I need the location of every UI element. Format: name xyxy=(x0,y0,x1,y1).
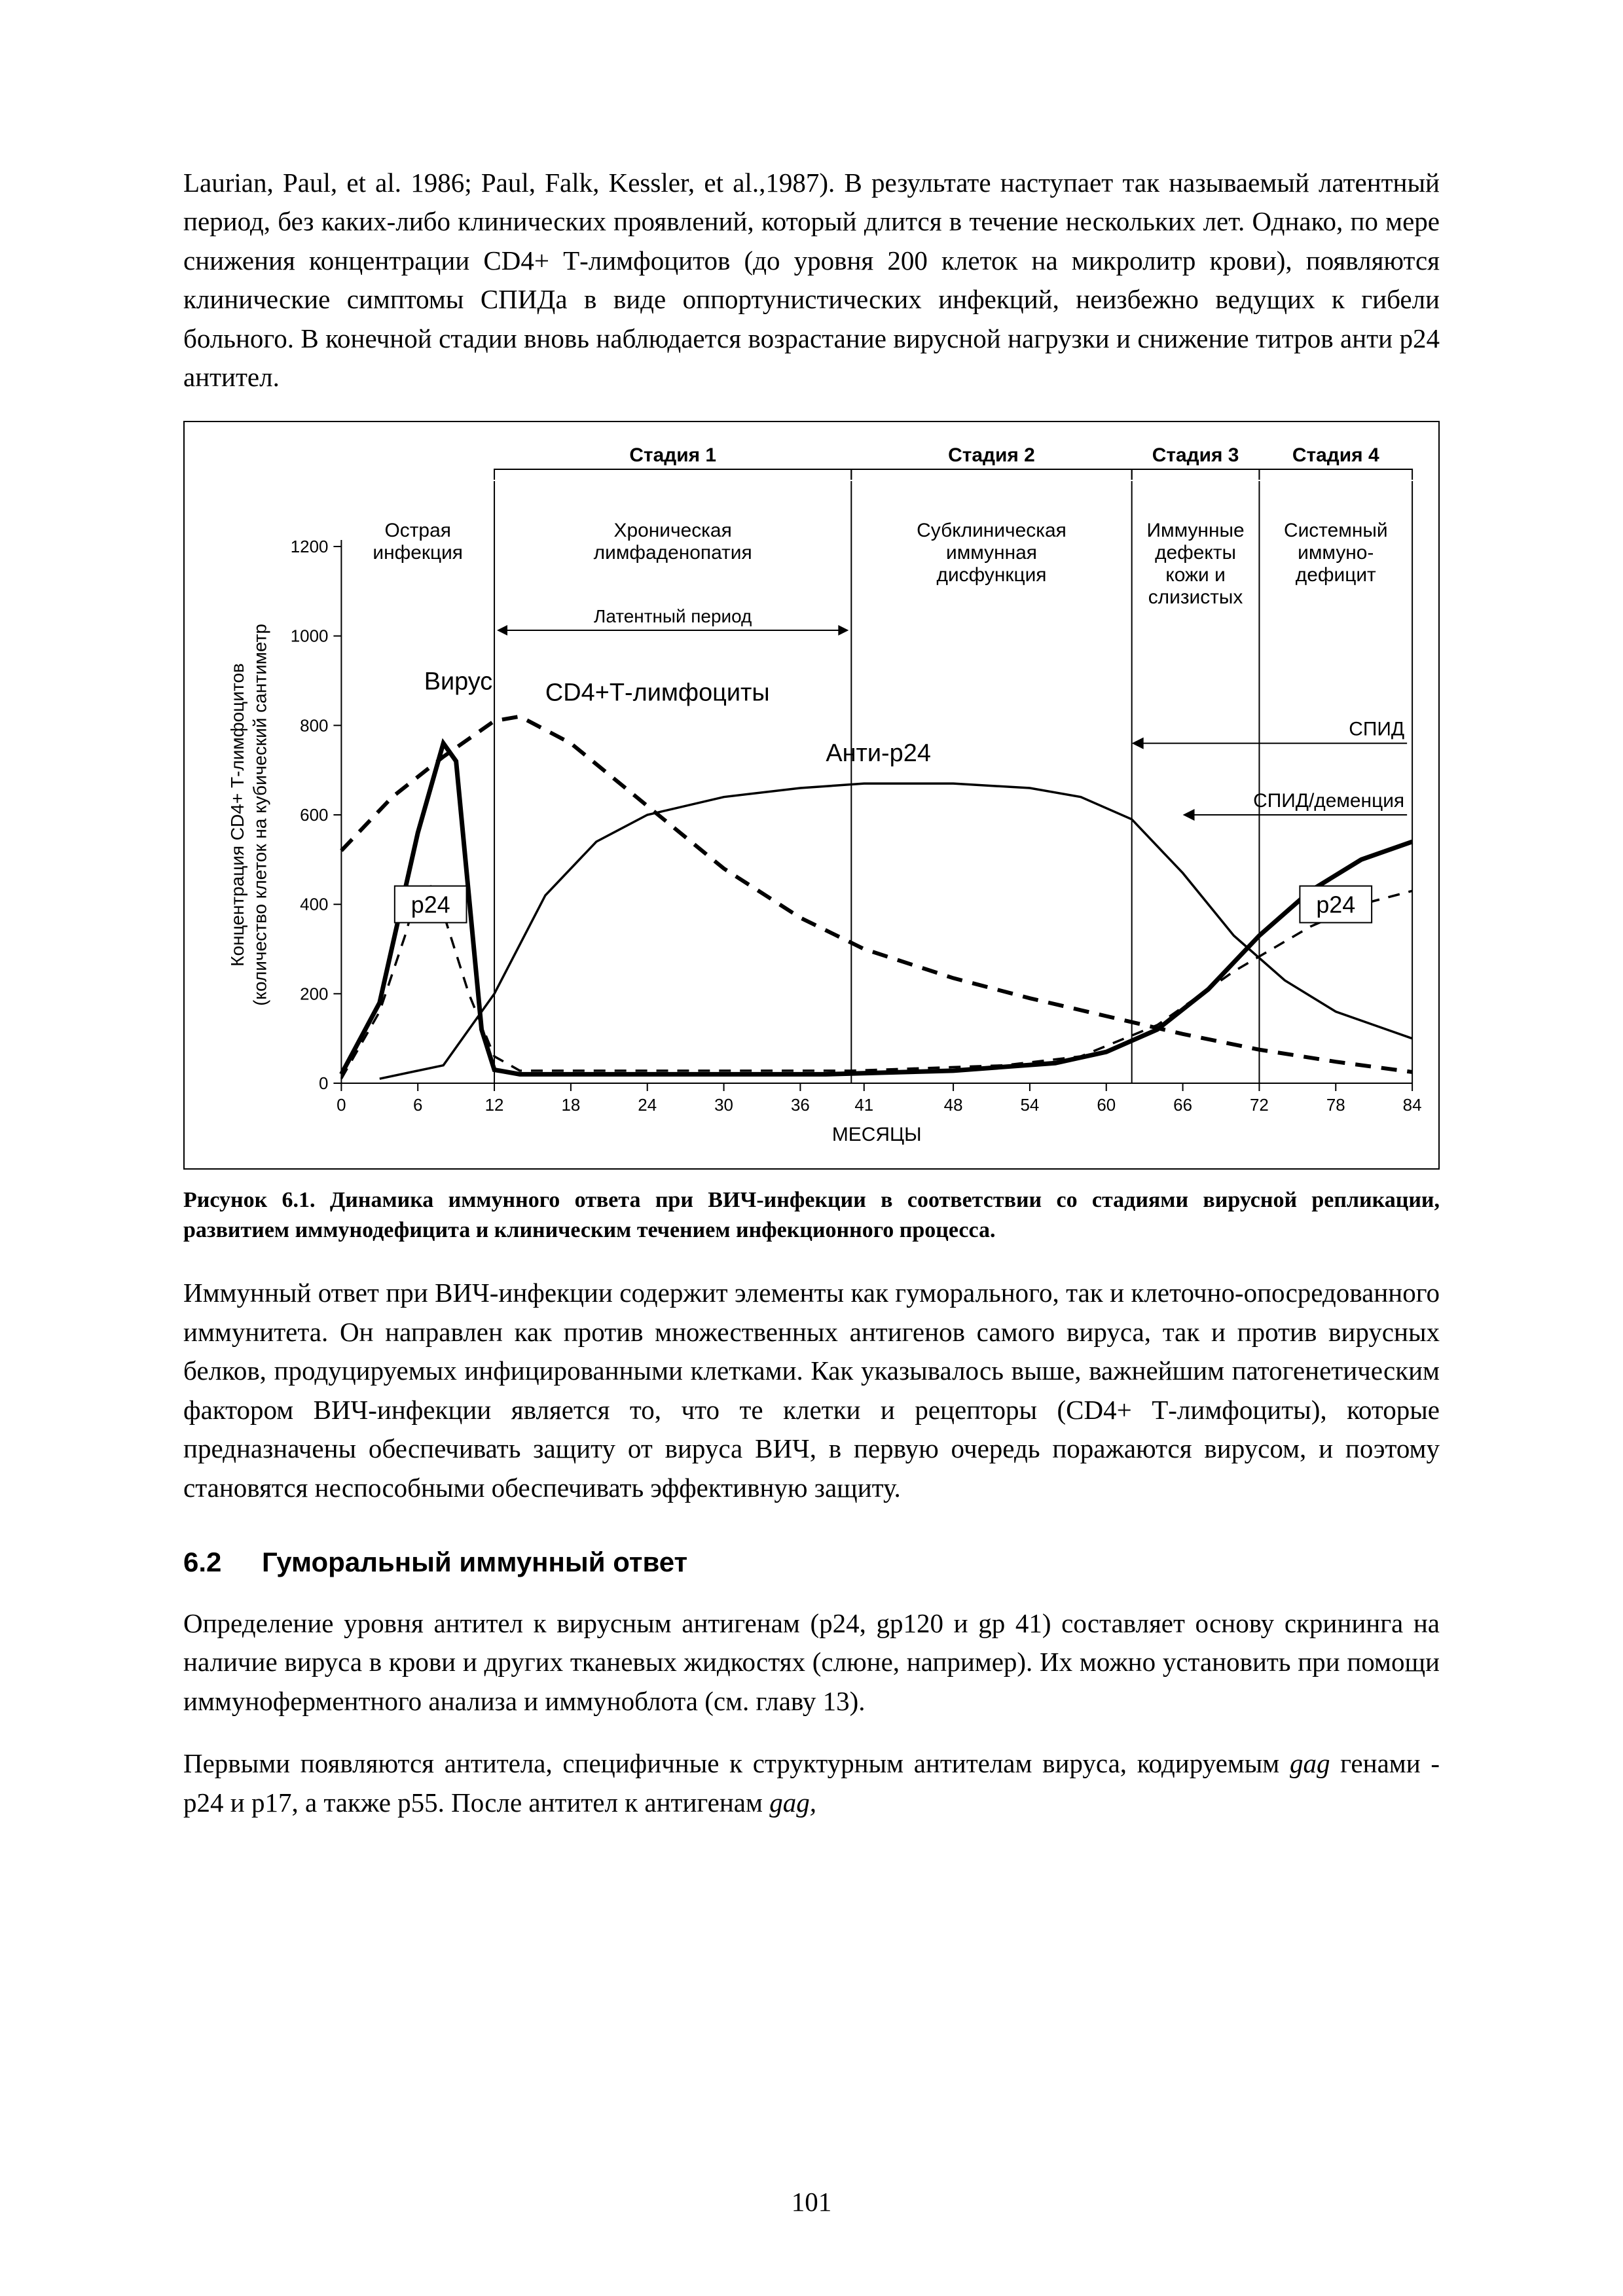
svg-text:Стадия 1: Стадия 1 xyxy=(629,444,716,466)
svg-text:дефекты: дефекты xyxy=(1155,542,1236,564)
page-number: 101 xyxy=(0,2186,1623,2217)
figure-caption: Рисунок 6.1. Динамика иммунного ответа п… xyxy=(183,1185,1440,1246)
svg-text:СПИД/деменция: СПИД/деменция xyxy=(1253,790,1404,812)
svg-text:слизистых: слизистых xyxy=(1148,586,1243,608)
section-6-2-p1: Определение уровня антител к вирусным ан… xyxy=(183,1604,1440,1721)
svg-text:30: 30 xyxy=(714,1095,733,1115)
svg-text:дефицит: дефицит xyxy=(1296,564,1376,586)
svg-text:66: 66 xyxy=(1173,1095,1192,1115)
svg-text:Стадия 3: Стадия 3 xyxy=(1152,444,1239,466)
svg-text:Анти-p24: Анти-p24 xyxy=(826,740,931,767)
svg-text:24: 24 xyxy=(638,1095,657,1115)
svg-text:лимфаденопатия: лимфаденопатия xyxy=(594,542,752,564)
svg-text:72: 72 xyxy=(1250,1095,1269,1115)
svg-text:60: 60 xyxy=(1097,1095,1116,1115)
svg-text:600: 600 xyxy=(300,805,328,825)
svg-text:иммунная: иммунная xyxy=(946,542,1037,564)
svg-text:МЕСЯЦЫ: МЕСЯЦЫ xyxy=(832,1124,922,1145)
svg-text:0: 0 xyxy=(337,1095,346,1115)
svg-text:p24: p24 xyxy=(1316,891,1355,918)
svg-text:p24: p24 xyxy=(411,891,450,918)
svg-text:Латентный период: Латентный период xyxy=(594,606,752,626)
svg-text:12: 12 xyxy=(485,1095,504,1115)
svg-text:1000: 1000 xyxy=(291,626,329,645)
svg-text:Системный: Системный xyxy=(1284,520,1388,541)
section-6-2-p2: Первыми появляются антитела, специфичные… xyxy=(183,1744,1440,1822)
svg-text:84: 84 xyxy=(1403,1095,1422,1115)
svg-text:Хроническая: Хроническая xyxy=(614,520,732,541)
svg-text:200: 200 xyxy=(300,984,328,1003)
svg-text:Иммунные: Иммунные xyxy=(1147,520,1245,541)
svg-text:дисфункция: дисфункция xyxy=(936,564,1046,586)
svg-text:Субклиническая: Субклиническая xyxy=(917,520,1067,541)
svg-text:18: 18 xyxy=(561,1095,580,1115)
svg-text:Концентрация CD4+ Т-лимфоцитов: Концентрация CD4+ Т-лимфоцитов xyxy=(227,663,247,967)
svg-text:36: 36 xyxy=(791,1095,810,1115)
svg-text:0: 0 xyxy=(319,1073,328,1093)
svg-text:1200: 1200 xyxy=(291,537,329,556)
p2-part-a: Первыми появляются антитела, специфичные… xyxy=(183,1748,1290,1778)
figure-6-1: 0 200 400 600 800 1000 1200 0 6 12 18 24 30 36 41 48 54 6… xyxy=(183,421,1440,1170)
svg-text:Стадия 2: Стадия 2 xyxy=(948,444,1035,466)
svg-text:800: 800 xyxy=(300,715,328,735)
svg-text:инфекция: инфекция xyxy=(373,542,463,564)
p2-gag-1: gag xyxy=(1290,1748,1330,1778)
svg-text:CD4+Т-лимфоциты: CD4+Т-лимфоциты xyxy=(545,679,770,706)
svg-text:48: 48 xyxy=(944,1095,963,1115)
chart-svg: 0 200 400 600 800 1000 1200 0 6 12 18 24 30 36 41 48 54 6… xyxy=(185,422,1438,1168)
svg-text:54: 54 xyxy=(1020,1095,1039,1115)
section-6-2-heading: 6.2Гуморальный иммунный ответ xyxy=(183,1547,1440,1578)
svg-text:Стадия 4: Стадия 4 xyxy=(1292,444,1379,466)
svg-text:Вирус: Вирус xyxy=(424,668,493,695)
svg-text:кожи и: кожи и xyxy=(1165,564,1225,586)
paragraph-top: Laurian, Paul, et al. 1986; Paul, Falk, … xyxy=(183,164,1440,397)
section-title: Гуморальный иммунный ответ xyxy=(262,1547,687,1577)
page-content: Laurian, Paul, et al. 1986; Paul, Falk, … xyxy=(183,164,1440,2165)
svg-text:СПИД: СПИД xyxy=(1349,718,1404,740)
svg-text:иммуно-: иммуно- xyxy=(1298,542,1374,564)
svg-text:Острая: Острая xyxy=(385,520,451,541)
svg-text:400: 400 xyxy=(300,894,328,914)
section-number: 6.2 xyxy=(183,1547,262,1578)
svg-text:78: 78 xyxy=(1326,1095,1345,1115)
p2-gag-2: gag, xyxy=(769,1787,816,1818)
svg-text:(количество клеток на кубическ: (количество клеток на кубический сантиме… xyxy=(250,624,270,1006)
svg-text:41: 41 xyxy=(854,1095,873,1115)
svg-text:6: 6 xyxy=(413,1095,422,1115)
paragraph-after-figure: Иммунный ответ при ВИЧ-инфекции содержит… xyxy=(183,1274,1440,1507)
